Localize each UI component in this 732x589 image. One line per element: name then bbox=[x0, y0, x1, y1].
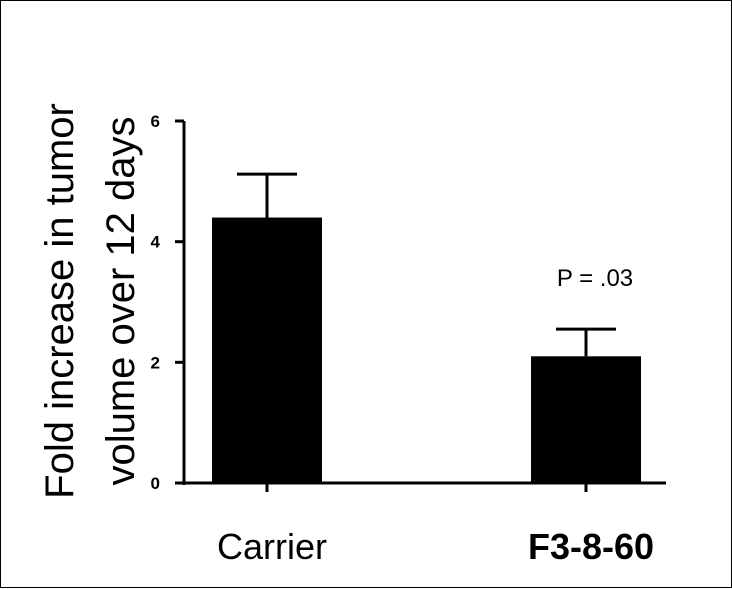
y-axis-label-line-2: volume over 12 days bbox=[99, 116, 143, 485]
y-tick-label-0: 0 bbox=[151, 474, 160, 493]
bars bbox=[212, 172, 641, 484]
y-tick-label-3: 6 bbox=[151, 112, 160, 131]
p-value-annotation: P = .03 bbox=[557, 265, 633, 292]
bar-1 bbox=[531, 356, 641, 483]
x-tick-label-1: F3-8-60 bbox=[528, 526, 654, 567]
y-tick-label-2: 4 bbox=[151, 233, 161, 252]
y-tick-label-1: 2 bbox=[151, 353, 160, 372]
bar-0 bbox=[212, 217, 322, 484]
labels: 0 2 4 6 Carrier F3-8-60 P = .03 bbox=[151, 112, 655, 567]
x-tick-label-0: Carrier bbox=[217, 526, 327, 567]
y-axis-label-line-1: Fold increase in tumor bbox=[38, 103, 82, 499]
